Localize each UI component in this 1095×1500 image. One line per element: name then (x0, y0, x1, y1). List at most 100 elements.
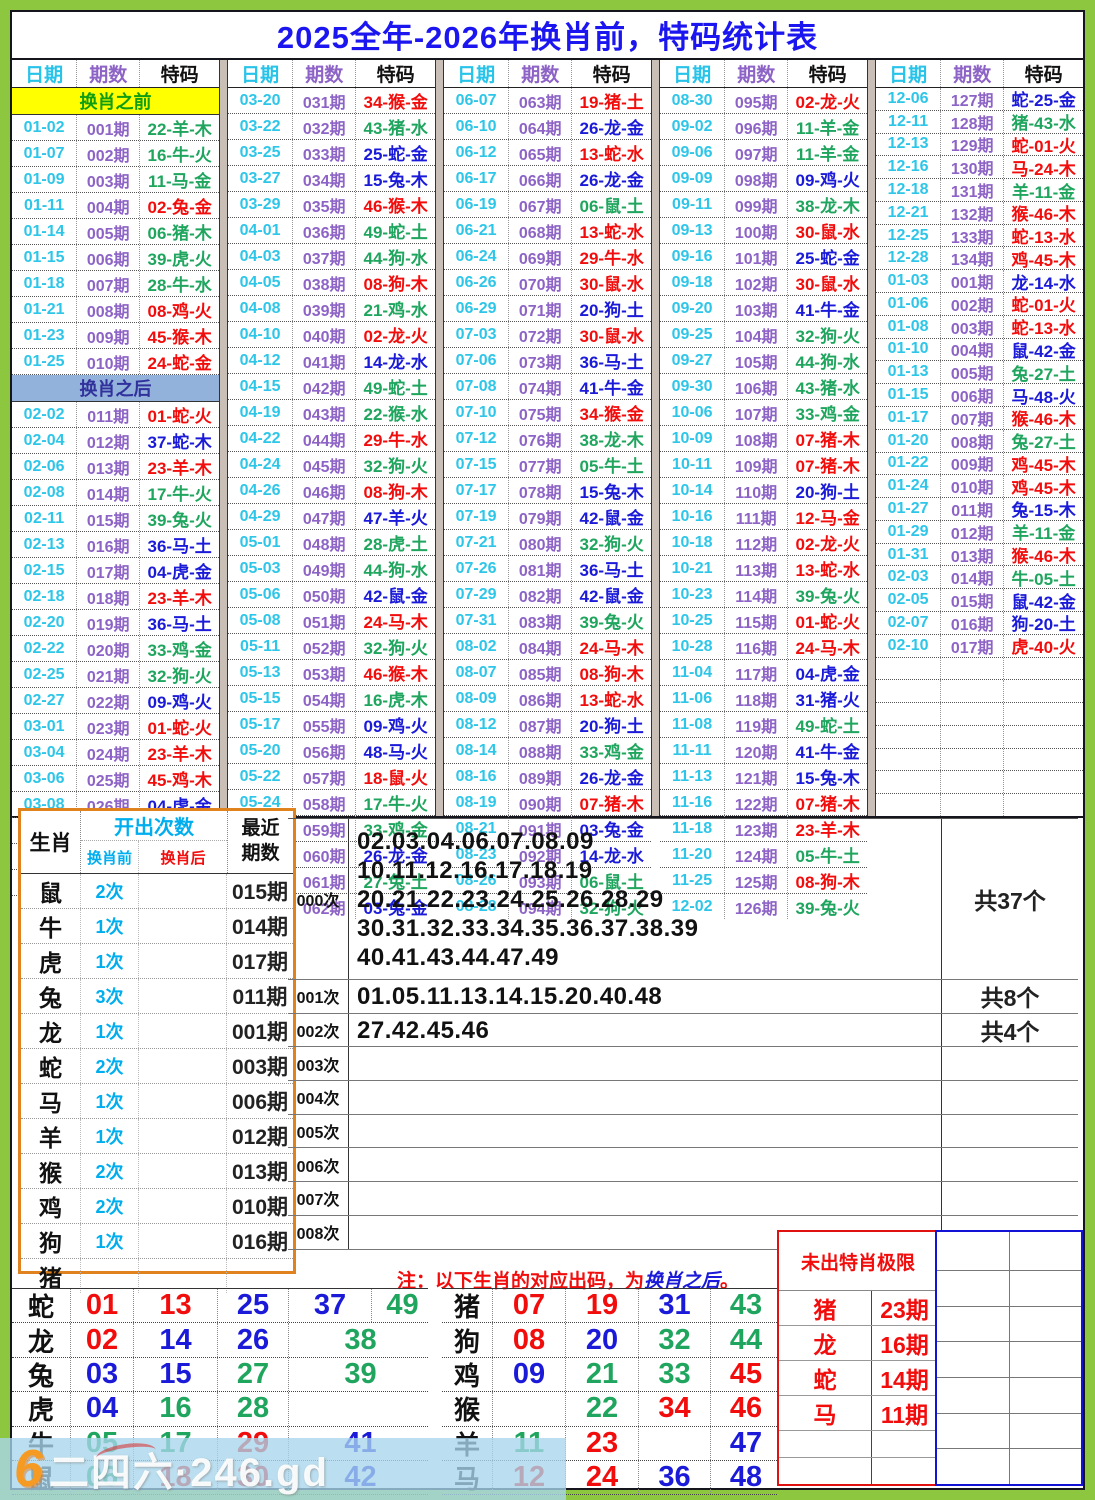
special-code-cell: 34-猴-金 (579, 405, 644, 424)
period-cell: 126期 (725, 894, 789, 919)
special-code-cell: 02-龙-火 (363, 327, 428, 346)
date-cell: 09-25 (660, 322, 726, 347)
period-cell (941, 771, 1005, 794)
date-cell: 07-29 (444, 582, 510, 607)
date-cell: 01-15 (12, 245, 78, 270)
date-cell: 03-29 (228, 192, 294, 217)
draw-row: 07-19 079期 42-鼠-金 (444, 504, 651, 530)
draw-row: 10-28 116期 24-马-木 (660, 634, 867, 660)
draw-row: 11-18 123期 23-羊-木 (660, 816, 867, 842)
date-cell: 07-19 (444, 504, 510, 529)
limit-box-rows: 猪 23期龙 16期蛇 14期马 11期 (779, 1291, 937, 1484)
date-cell: 09-09 (660, 166, 726, 191)
period-cell: 131期 (941, 179, 1005, 201)
period-cell: 102期 (725, 270, 789, 295)
number-cell: 02 (71, 1323, 134, 1357)
draw-row: 08-28 094期 32-狗-火 (444, 894, 651, 919)
draw-row: 09-13 100期 30-鼠-水 (660, 218, 867, 244)
zodiac-label: 虎 (12, 1392, 71, 1426)
count-before-cell (81, 1259, 139, 1293)
date-cell: 02-22 (12, 636, 78, 661)
period-cell: 119期 (725, 712, 789, 737)
date-cell: 02-02 (12, 402, 78, 427)
special-code-cell: 01-蛇-火 (147, 407, 212, 426)
period-cell: 087期 (509, 712, 573, 737)
period-cell: 038期 (293, 270, 357, 295)
special-code-cell: 26-龙-金 (363, 847, 428, 866)
period-cell: 016期 (941, 611, 1005, 634)
date-cell: 10-16 (660, 504, 726, 529)
period-cell: 093期 (509, 868, 573, 893)
period-cell: 031期 (293, 88, 357, 113)
unseen-zodiac-limit-box: 未出特肖极限 猪 23期龙 16期蛇 14期马 11期 (777, 1230, 939, 1486)
draw-row (876, 657, 1083, 681)
date-cell: 02-13 (12, 532, 78, 557)
draw-row: 05-17 055期 09-鸡-火 (228, 712, 435, 738)
recent-period-cell: 016期 (231, 1231, 289, 1254)
date-cell: 01-08 (876, 315, 942, 338)
draw-row: 05-15 054期 16-虎-木 (228, 686, 435, 712)
special-code-cell: 15-兔-木 (795, 769, 860, 788)
zodiac-label: 猴 (442, 1392, 493, 1426)
special-code-cell: 03-兔-金 (579, 821, 644, 840)
number-cell: 48 (729, 1461, 763, 1494)
special-code-cell: 23-羊-木 (147, 589, 212, 608)
special-code-cell: 20-狗-土 (579, 301, 644, 320)
date-cell: 01-25 (12, 349, 78, 374)
draw-row (876, 725, 1083, 749)
draw-row: 01-14 005期 06-猪-木 (12, 219, 219, 245)
period-cell: 128期 (941, 110, 1005, 133)
header-after-swap: 换肖后 (160, 849, 206, 867)
number-cell: 23 (566, 1426, 639, 1460)
date-cell: 08-28 (444, 894, 510, 919)
recent-period-cell: 011期 (232, 986, 288, 1009)
date-cell: 11-13 (660, 764, 726, 789)
period-cell: 072期 (509, 322, 573, 347)
draw-row: 11-06 118期 31-猪-火 (660, 686, 867, 712)
draw-row: 01-20 008期 兔-27-土 (876, 429, 1083, 453)
date-cell: 12-25 (876, 224, 942, 247)
date-cell: 05-03 (228, 556, 294, 581)
special-code-cell: 马-24-木 (1011, 159, 1076, 179)
period-cell: 098期 (725, 166, 789, 191)
draw-row: 04-10 040期 02-龙-火 (228, 322, 435, 348)
period-cell (941, 703, 1005, 725)
draw-row: 10-16 111期 12-马-金 (660, 504, 867, 530)
date-cell: 05-11 (228, 634, 294, 659)
note-highlight: 换肖之后 (643, 1271, 720, 1292)
date-cell: 01-11 (12, 193, 78, 218)
special-code-cell: 18-鼠-火 (363, 769, 428, 788)
draw-row: 01-22 009期 鸡-45-木 (876, 452, 1083, 476)
period-cell: 060期 (293, 842, 357, 867)
number-cell: 01 (71, 1289, 134, 1323)
number-cell: 08 (493, 1323, 566, 1357)
special-code-cell: 39-兔-火 (795, 899, 860, 918)
special-code-cell: 猴-46-木 (1011, 205, 1076, 224)
draws-column-body: 换肖之前 01-02 001期 22-羊-木 01-07 002期 16-牛-火 01-09 0… (12, 88, 219, 921)
special-code-cell: 13-蛇-水 (579, 145, 644, 164)
number-cell (639, 1426, 711, 1460)
date-cell: 09-30 (660, 374, 726, 399)
number-cell: 04 (71, 1392, 134, 1426)
header-period: 期数 (509, 60, 573, 87)
occurrence-row: 001次 01.05.11.13.14.15.20.40.48 共8个 (288, 980, 1078, 1014)
limit-period-cell: 11期 (880, 1402, 929, 1428)
period-cell: 008期 (941, 429, 1005, 452)
draw-row: 09-25 104期 32-狗-火 (660, 322, 867, 348)
special-code-cell: 43-猪-水 (363, 119, 428, 138)
number-cell: 26 (218, 1323, 289, 1357)
period-cell: 083期 (509, 608, 573, 633)
period-cell: 046期 (293, 478, 357, 503)
special-code-cell: 15-兔-木 (363, 171, 428, 190)
occurrence-total (941, 1114, 1078, 1148)
special-code-cell: 07-猪-木 (579, 795, 644, 814)
draw-row: 04-26 046期 08-狗-木 (228, 478, 435, 504)
date-cell: 01-21 (12, 297, 78, 322)
draw-row: 10-23 114期 39-兔-火 (660, 582, 867, 608)
date-cell: 06-26 (444, 270, 510, 295)
period-cell: 004期 (941, 338, 1005, 361)
special-code-cell: 06-猪-木 (147, 224, 212, 243)
special-code-cell: 32-狗-火 (579, 899, 644, 918)
special-code-cell: 45-鸡-木 (147, 771, 212, 790)
draw-row: 06-17 066期 26-龙-金 (444, 166, 651, 192)
